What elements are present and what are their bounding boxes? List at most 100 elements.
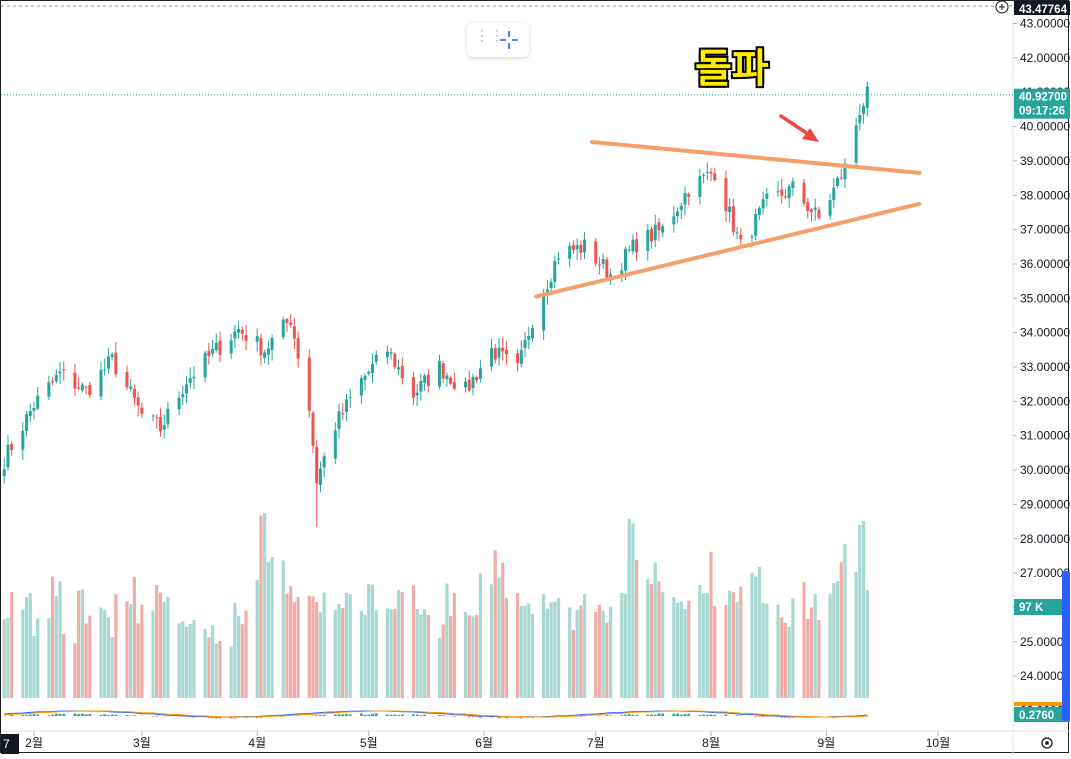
candle-body [817,210,820,218]
candle-body [635,239,638,252]
candle [10,442,13,457]
volume-bar [628,519,631,698]
candle [285,318,288,333]
indicator-hist [725,715,728,716]
candle-body [791,181,794,188]
candle-body [85,387,88,388]
volume-bar [754,577,757,698]
candle-body [140,408,143,414]
volume-bar [62,634,65,698]
volume-bar [579,605,582,698]
volume-bar [505,598,508,698]
candle [713,168,716,182]
candle-body [349,397,352,398]
candle-body [412,377,415,398]
candle [650,226,653,248]
settings-gear-icon[interactable] [1042,738,1052,748]
candle [59,362,62,384]
volume-badge-text: 97 K [1019,602,1044,614]
candle-body [754,214,757,236]
candle [531,325,534,342]
candle [297,331,300,367]
candle [594,238,597,266]
candle [271,334,274,360]
volume-bar [363,615,366,698]
candle-body [762,199,765,208]
candle [464,377,467,392]
volume-bar [77,591,80,698]
indicator-hist [684,714,687,716]
candle [152,414,155,421]
candle-body [285,319,288,323]
candle-body [657,222,660,230]
volume-bar [270,557,273,698]
candle-body [832,188,835,200]
candle [137,392,140,417]
x-tick-label: 4월 [248,736,266,750]
candle [114,342,117,377]
volume-bar [337,604,340,698]
candle [602,254,605,269]
candle-body [672,216,675,224]
last-price-badge-text: 09:17:26 [1019,106,1065,118]
signal-badge [1014,702,1070,706]
volume-bar [401,592,404,698]
indicator-hist [74,714,77,716]
candle-body [777,191,780,192]
indicator-hist [698,715,701,716]
candle [684,186,687,215]
volume-bar [442,625,445,698]
indicator-hist [107,715,110,716]
volume-bar [866,590,869,698]
volume-bar [282,560,285,698]
volume-bar [453,593,456,698]
indicator-hist [632,715,635,716]
floating-toolbar[interactable]: ⋮⋮ [467,23,529,57]
add-alert-icon[interactable] [996,1,1008,13]
candle-body [468,380,471,391]
candle-body [550,282,553,288]
candle [654,215,657,247]
candle-body [702,175,705,176]
volume-bar [323,592,326,698]
candle-body [237,329,240,333]
volume-bar [181,621,184,698]
candle [267,340,270,365]
candle-body [416,393,419,396]
candle-body [419,381,422,391]
candle-body [579,245,582,253]
candle [423,374,426,392]
drag-handle-icon[interactable]: ⋮⋮ [475,31,485,49]
candle [390,348,393,360]
x-tick-label: 8월 [702,736,720,750]
crosshair-icon[interactable] [499,30,519,50]
candle [494,344,497,363]
indicator-hist [3,716,6,717]
candle [631,234,634,254]
indicator-hist [364,715,367,716]
candle-body [3,469,6,476]
candle [635,232,638,261]
candle [192,366,195,389]
candle-body [88,385,91,395]
volume-bar [724,605,727,698]
volume-bar [189,624,192,698]
indicator-hist [55,714,58,716]
candle [126,366,129,390]
top-price-badge-text: 43.47764 [1019,4,1068,16]
volume-bar [84,624,87,698]
candle-body [684,193,687,205]
volume-bar [32,636,35,698]
candle-body [315,447,318,483]
candle [453,372,456,390]
indicator-hist [323,715,326,716]
candle-body [855,125,858,162]
indicator-hist [77,714,80,716]
candle-body [568,246,571,259]
volume-bar [10,592,13,698]
candle-body [263,352,266,357]
volume-bar [728,591,731,698]
candle-body [241,330,244,334]
candle-body [501,348,504,352]
